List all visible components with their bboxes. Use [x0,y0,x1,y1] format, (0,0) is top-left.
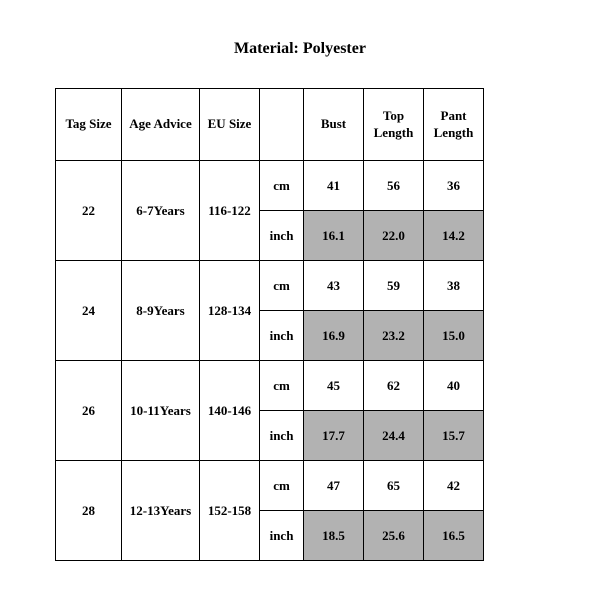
cell-bust-cm: 43 [304,261,364,311]
cell-tag: 26 [56,361,122,461]
size-table: Tag Size Age Advice EU Size Bust Top Len… [55,88,484,561]
cell-tag: 24 [56,261,122,361]
cell-top-cm: 59 [364,261,424,311]
cell-eu: 140-146 [200,361,260,461]
cell-eu: 116-122 [200,161,260,261]
cell-unit-inch: inch [260,311,304,361]
cell-pant-inch: 16.5 [424,511,484,561]
cell-top-cm: 62 [364,361,424,411]
cell-bust-inch: 16.9 [304,311,364,361]
table-row: 22 6-7Years 116-122 cm 41 56 36 [56,161,484,211]
col-tag-size: Tag Size [56,89,122,161]
cell-age: 6-7Years [122,161,200,261]
cell-top-cm: 56 [364,161,424,211]
cell-top-inch: 25.6 [364,511,424,561]
col-unit [260,89,304,161]
cell-unit-cm: cm [260,161,304,211]
col-bust: Bust [304,89,364,161]
cell-tag: 22 [56,161,122,261]
table-row: 24 8-9Years 128-134 cm 43 59 38 [56,261,484,311]
cell-unit-cm: cm [260,361,304,411]
cell-bust-inch: 17.7 [304,411,364,461]
page-title: Material: Polyester [0,0,600,88]
col-pant-length: Pant Length [424,89,484,161]
cell-top-cm: 65 [364,461,424,511]
cell-top-inch: 23.2 [364,311,424,361]
cell-age: 12-13Years [122,461,200,561]
cell-pant-inch: 14.2 [424,211,484,261]
cell-unit-cm: cm [260,261,304,311]
cell-bust-cm: 45 [304,361,364,411]
cell-eu: 152-158 [200,461,260,561]
cell-bust-inch: 18.5 [304,511,364,561]
cell-pant-cm: 36 [424,161,484,211]
cell-pant-cm: 42 [424,461,484,511]
table-header-row: Tag Size Age Advice EU Size Bust Top Len… [56,89,484,161]
cell-unit-inch: inch [260,511,304,561]
cell-bust-cm: 47 [304,461,364,511]
cell-top-inch: 22.0 [364,211,424,261]
cell-pant-cm: 40 [424,361,484,411]
cell-bust-inch: 16.1 [304,211,364,261]
col-age-advice: Age Advice [122,89,200,161]
cell-unit-inch: inch [260,211,304,261]
col-eu-size: EU Size [200,89,260,161]
col-top-length: Top Length [364,89,424,161]
cell-eu: 128-134 [200,261,260,361]
cell-pant-inch: 15.7 [424,411,484,461]
table-row: 28 12-13Years 152-158 cm 47 65 42 [56,461,484,511]
cell-pant-inch: 15.0 [424,311,484,361]
cell-age: 10-11Years [122,361,200,461]
table-row: 26 10-11Years 140-146 cm 45 62 40 [56,361,484,411]
cell-age: 8-9Years [122,261,200,361]
cell-top-inch: 24.4 [364,411,424,461]
cell-pant-cm: 38 [424,261,484,311]
cell-bust-cm: 41 [304,161,364,211]
cell-unit-cm: cm [260,461,304,511]
cell-tag: 28 [56,461,122,561]
size-table-wrapper: Tag Size Age Advice EU Size Bust Top Len… [0,88,600,561]
cell-unit-inch: inch [260,411,304,461]
